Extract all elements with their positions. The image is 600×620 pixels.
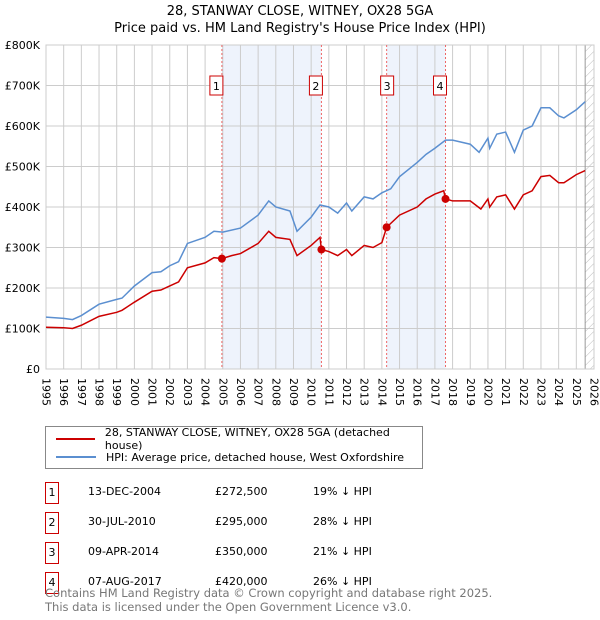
sale-price: £420,000: [215, 575, 268, 588]
sale-hpi-diff: 19% ↓ HPI: [313, 485, 372, 498]
legend-item-hpi: HPI: Average price, detached house, West…: [56, 448, 404, 466]
y-tick-label: £100K: [5, 323, 41, 336]
sale-point: [441, 194, 450, 203]
y-tick-label: £0: [26, 363, 40, 376]
sale-hpi-diff: 26% ↓ HPI: [313, 575, 372, 588]
sale-point: [382, 223, 391, 232]
y-tick-label: £800K: [5, 39, 41, 52]
sale-marker-label: 2: [312, 80, 319, 93]
y-tick-label: £200K: [5, 282, 41, 295]
y-tick-label: £500K: [5, 161, 41, 174]
blue-line-swatch: [56, 456, 96, 458]
sale-marker-label: 4: [437, 80, 444, 93]
licence-text: This data is licensed under the Open Gov…: [45, 600, 412, 614]
hpi-line: [45, 101, 586, 321]
sale-price: £295,000: [215, 515, 268, 528]
sale-marker-box: [209, 75, 224, 96]
sale-marker-number: 2: [45, 512, 59, 534]
sale-marker-number: 1: [45, 482, 59, 504]
sale-hpi-diff: 21% ↓ HPI: [313, 545, 372, 558]
sale-marker-label: 1: [213, 80, 220, 93]
copyright-text: Contains HM Land Registry data © Crown c…: [45, 586, 493, 600]
legend-item-property: 28, STANWAY CLOSE, WITNEY, OX28 5GA (det…: [56, 426, 422, 452]
footer: Contains HM Land Registry data © Crown c…: [45, 586, 492, 614]
chart-title: 28, STANWAY CLOSE, WITNEY, OX28 5GA: [166, 4, 434, 19]
property-price-line: [45, 169, 586, 330]
y-tick-label: £700K: [5, 80, 41, 93]
plot-area: £0 £100K £200K £300K £400K £500K £600K £700K £80…: [5, 39, 595, 376]
sale-date: 30-JUL-2010: [88, 515, 156, 528]
sale-hpi-diff: 28% ↓ HPI: [313, 515, 372, 528]
sale-point: [217, 254, 226, 263]
sale-point: [317, 245, 326, 254]
sale-marker-label: 3: [384, 80, 391, 93]
sale-marker-box: [433, 75, 448, 96]
sale-date: 13-DEC-2004: [88, 485, 162, 498]
sale-date: 09-APR-2014: [88, 545, 160, 558]
legend-label: 28, STANWAY CLOSE, WITNEY, OX28 5GA (det…: [104, 426, 390, 452]
legend-label: HPI: Average price, detached house, West…: [106, 450, 405, 464]
chart-subtitle: Price paid vs. HM Land Registry's House …: [114, 21, 486, 36]
plot-border: [45, 44, 595, 370]
sale-date: 07-AUG-2017: [88, 575, 162, 588]
y-tick-label: £600K: [5, 120, 41, 133]
sale-marker-number: 4: [45, 572, 59, 594]
y-tick-label: £400K: [5, 201, 41, 214]
y-tick-label: £300K: [5, 242, 41, 255]
red-line-swatch: [56, 438, 95, 440]
legend: 28, STANWAY CLOSE, WITNEY, OX28 5GA (det…: [45, 426, 423, 469]
sale-marker-box: [308, 75, 323, 96]
sale-marker-number: 3: [45, 542, 59, 564]
sale-price: £350,000: [215, 545, 268, 558]
sale-price: £272,500: [215, 485, 268, 498]
forecast-hatch: [585, 45, 594, 369]
sale-marker-box: [380, 75, 395, 96]
